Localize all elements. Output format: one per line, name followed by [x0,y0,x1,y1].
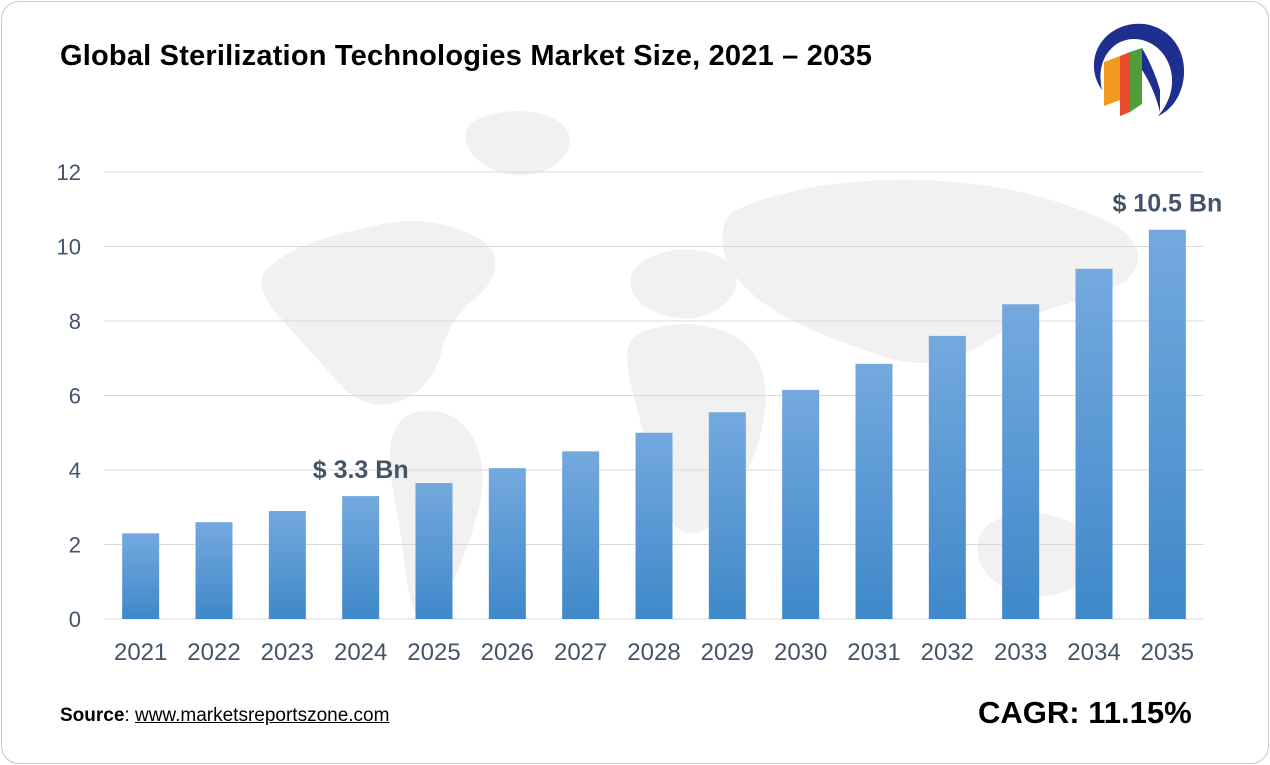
x-tick-label: 2032 [921,639,974,666]
y-tick-label: 6 [69,384,81,409]
y-tick-label: 2 [69,533,81,558]
x-tick-label: 2029 [701,639,754,666]
source-separator: : [124,705,135,726]
logo-ring [1093,23,1185,116]
x-tick-label: 2021 [114,639,167,666]
data-label-2024: $ 3.3 Bn [313,456,409,484]
source-note: Source: www.marketsreportszone.com [60,705,389,727]
annotations: $ 3.3 Bn $ 10.5 Bn [313,190,1222,484]
x-tick-label: 2030 [774,639,827,666]
bar-2026 [488,468,526,619]
bar-2030 [782,389,820,619]
bar-2028 [635,432,673,619]
bar-2032 [928,335,966,619]
y-tick-label: 4 [69,458,81,483]
logo-bar-navy [1142,48,1160,112]
y-tick-label: 12 [57,160,81,185]
data-label-2035: $ 10.5 Bn [1112,190,1222,218]
bar-2027 [562,451,600,619]
x-tick-label: 2028 [627,639,680,666]
x-tick-label: 2022 [187,639,240,666]
x-tick-label: 2026 [481,639,534,666]
x-tick-label: 2033 [994,639,1047,666]
bar-2033 [1002,304,1040,619]
bar-2022 [195,522,233,619]
bar-2024 [342,496,380,619]
x-tick-label: 2031 [847,639,900,666]
logo-bar-red [1120,52,1130,116]
logo-bar-green [1130,48,1142,112]
bar-2035 [1148,229,1186,620]
logo-bar-orange [1104,56,1120,106]
x-tick-label: 2025 [407,639,460,666]
bar-2023 [268,510,306,619]
world-map-watermark [261,110,1139,620]
y-tick-label: 0 [69,607,81,632]
cagr-label: CAGR: 11.15% [978,695,1192,730]
source-link[interactable]: www.marketsreportszone.com [134,705,390,726]
x-tick-label: 2024 [334,639,387,666]
marketsreportszone-logo [1093,23,1185,116]
bar-2034 [1075,268,1113,619]
bar-2031 [855,363,893,619]
y-tick-label: 10 [57,235,81,260]
bar-2029 [708,412,746,619]
source-label: Source [60,705,125,726]
x-tick-label: 2023 [261,639,314,666]
bar-2025 [415,483,453,619]
x-axis-ticks: 2021 2022 2023 2024 2025 2026 2027 2028 2029 2030… [114,639,1194,666]
x-tick-label: 2027 [554,639,607,666]
x-tick-label: 2034 [1067,639,1120,666]
y-tick-label: 8 [69,309,81,334]
chart-title: Global Sterilization Technologies Market… [60,40,873,72]
bar-2021 [122,533,160,619]
x-tick-label: 2035 [1141,639,1194,666]
bars [122,229,1186,620]
y-axis-ticks: 0 2 4 6 8 10 12 [57,160,81,632]
